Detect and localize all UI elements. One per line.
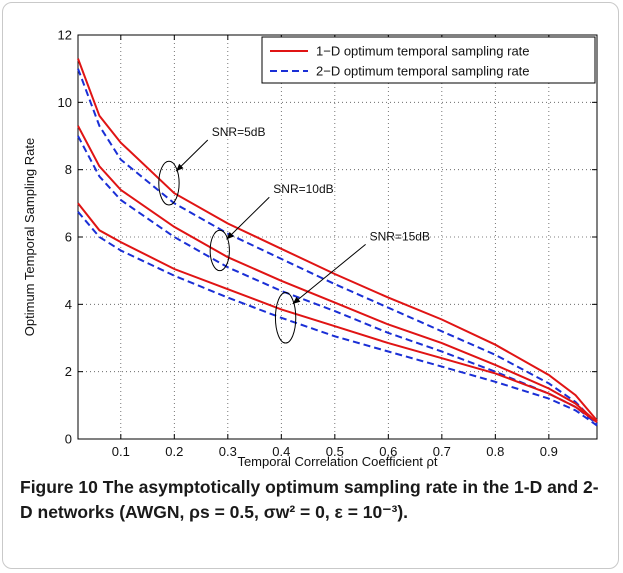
- series-line: [77, 58, 598, 422]
- x-tick-label: 0.1: [112, 444, 130, 459]
- series-line: [77, 135, 598, 425]
- x-axis-label: Temporal Correlation Coefficient ρt: [237, 454, 437, 469]
- y-tick-label: 12: [58, 28, 72, 43]
- y-tick-label: 0: [65, 432, 72, 447]
- caption-label: Figure 10: [20, 477, 98, 497]
- annotation-ellipse: [158, 160, 180, 206]
- legend-box: [261, 36, 596, 84]
- y-tick-label: 6: [65, 230, 72, 245]
- series-line: [77, 202, 598, 424]
- y-axis-label: Optimum Temporal Sampling Rate: [22, 138, 37, 336]
- annotation-arrow: [175, 139, 209, 172]
- series-line: [77, 125, 598, 423]
- legend-label: 1−D optimum temporal sampling rate: [316, 44, 530, 59]
- x-tick-label: 0.8: [486, 444, 504, 459]
- series-line: [77, 68, 598, 425]
- legend-label: 2−D optimum temporal sampling rate: [316, 64, 530, 79]
- line-chart: 0.1 0.2 0.3 0.4 0.5 0.6 0.7 0.8 0.9 0 2 4 6 8 10 12 SNR…: [22, 28, 598, 469]
- figure-frame: [2, 2, 619, 569]
- annotation-ellipse: [274, 292, 297, 344]
- caption-text: The asymptotically optimum sampling rate…: [20, 477, 599, 522]
- figure-caption: Figure 10 The asymptotically optimum sam…: [20, 475, 610, 525]
- grid-layer: [78, 35, 597, 439]
- legend: 1−D optimum temporal sampling rate 2−D op…: [261, 36, 596, 84]
- annotation-ellipse: [209, 229, 230, 272]
- x-tick-label: 0.4: [272, 444, 290, 459]
- plot-frame: [77, 34, 598, 440]
- series-line: [77, 211, 598, 427]
- annotation-arrowhead: [226, 232, 234, 240]
- annotation-arrowhead: [176, 163, 184, 172]
- x-tick-label: 0.5: [326, 444, 344, 459]
- annotation-arrow: [226, 196, 270, 240]
- tick-layer: 0.1 0.2 0.3 0.4 0.5 0.6 0.7 0.8 0.9 0 2 4 6 8 10 12: [58, 28, 597, 459]
- y-tick-label: 2: [65, 364, 72, 379]
- annotation-label: SNR=5dB: [212, 125, 266, 139]
- y-tick-label: 4: [65, 297, 72, 312]
- annotation-layer: SNR=5dB SNR=10dB SNR=15dB: [158, 125, 430, 344]
- y-tick-label: 10: [58, 95, 72, 110]
- x-tick-label: 0.3: [219, 444, 237, 459]
- series-layer: [77, 58, 598, 427]
- annotation-arrow: [292, 243, 366, 305]
- annotation-arrowhead: [292, 296, 301, 304]
- x-tick-label: 0.2: [165, 444, 183, 459]
- y-tick-label: 8: [65, 162, 72, 177]
- x-tick-label: 0.9: [540, 444, 558, 459]
- x-tick-label: 0.6: [379, 444, 397, 459]
- annotation-label: SNR=15dB: [370, 229, 430, 243]
- annotation-label: SNR=10dB: [273, 182, 333, 196]
- x-tick-label: 0.7: [433, 444, 451, 459]
